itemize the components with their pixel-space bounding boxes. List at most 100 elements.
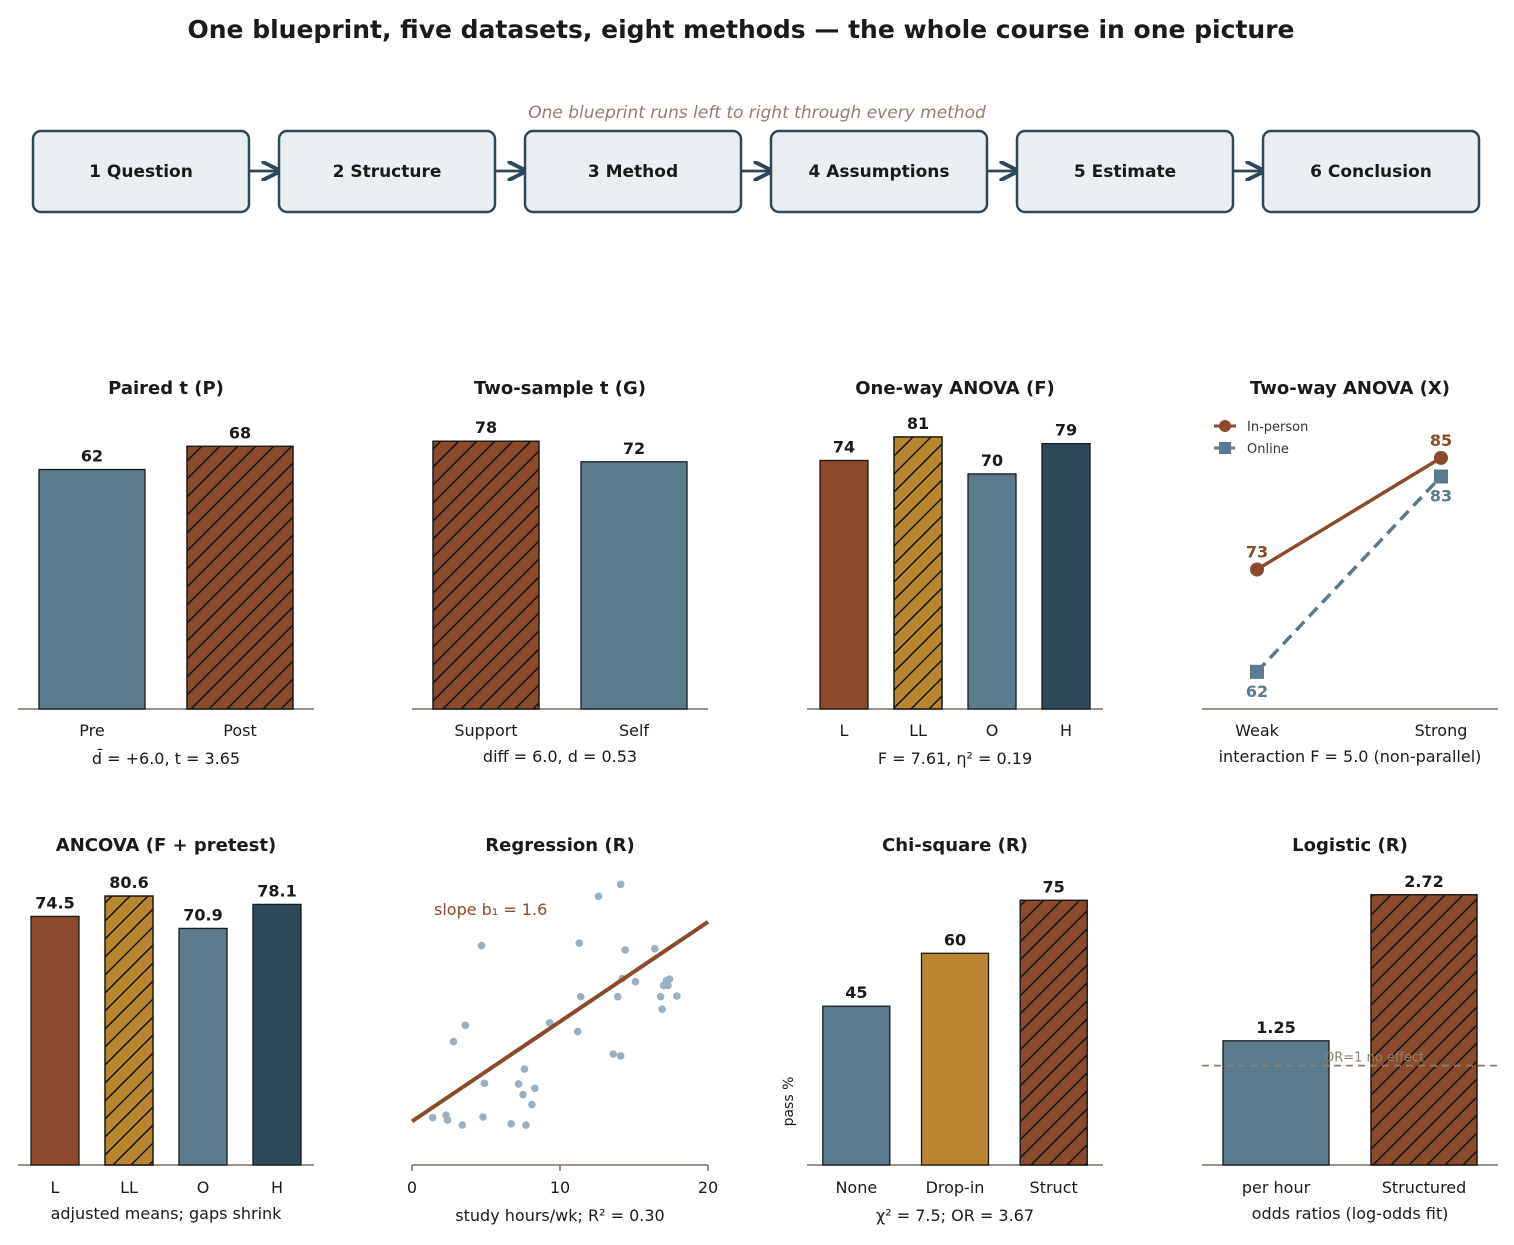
x-tick-label: 20 [698, 1178, 718, 1197]
blueprint-step-4: 4 Assumptions [769, 129, 989, 214]
bar-hatch-overlay [1019, 899, 1088, 1166]
bar-value-label: 60 [944, 930, 966, 949]
scatter-point [507, 1120, 515, 1128]
panel-caption: study hours/wk; R² = 0.30 [455, 1206, 664, 1225]
scatter-point [522, 1121, 530, 1129]
point-value-label: 85 [1430, 431, 1452, 450]
panel-paired: Paired t (P) 62 Pre 68 Post d̄ = +6.0, t = 3.… [18, 378, 314, 768]
bar-value-label: 62 [81, 447, 103, 466]
blueprint-caption: One blueprint runs left to right through… [528, 103, 986, 123]
bar-value-label: 78.1 [257, 881, 296, 900]
bar-per-hour [1222, 1040, 1330, 1166]
scatter-point [573, 1027, 582, 1036]
x-tick-label: LL [120, 1178, 138, 1197]
bar-l [819, 459, 869, 710]
scatter-point [656, 992, 665, 1001]
series-point-circle [1434, 450, 1448, 465]
panel-twoway: Two-way ANOVA (X) 73 85 In-person 62 83 Online… [1202, 378, 1498, 766]
scatter-point [673, 992, 681, 1000]
panel-twosample: Two-sample t (G) 78 Support 72 Self diff = 6.… [412, 378, 708, 766]
slope-annotation: slope b₁ = 1.6 [434, 900, 547, 919]
x-tick-label: Self [619, 721, 649, 740]
panel-ancova: ANCOVA (F + pretest) 74.5 L 80.6 LL 70.9 O 78.1… [18, 835, 314, 1223]
x-tick-label: per hour [1242, 1178, 1311, 1197]
blueprint-step-5: 5 Estimate [1015, 129, 1235, 214]
step-label: 5 Estimate [1074, 162, 1176, 182]
x-tick-label: L [51, 1178, 60, 1197]
scatter-point [545, 1019, 554, 1027]
step-box [1261, 129, 1481, 214]
blueprint-step-6: 6 Conclusion [1261, 129, 1481, 214]
panel-title: Two-sample t (G) [474, 378, 646, 399]
point-value-label: 73 [1246, 543, 1268, 562]
bar-value-label: 1.25 [1256, 1018, 1295, 1037]
scatter-point [428, 1113, 437, 1122]
bar-value-label: 70 [981, 451, 1003, 470]
x-tick-label: Structured [1382, 1178, 1467, 1197]
panel-title: ANCOVA (F + pretest) [56, 835, 276, 856]
bar-value-label: 79 [1055, 421, 1077, 440]
scatter-point [531, 1084, 539, 1093]
legend-swatch-marker [1219, 420, 1231, 432]
x-tick-label: Weak [1235, 721, 1280, 740]
bar-value-label: 74.5 [35, 893, 74, 912]
bar-value-label: 78 [475, 418, 497, 437]
blueprint-step-2: 2 Structure [277, 129, 497, 214]
scatter-point [461, 1021, 470, 1030]
scatter-point [520, 1065, 529, 1073]
point-value-label: 83 [1430, 487, 1452, 506]
bar-value-label: 2.72 [1404, 872, 1443, 891]
panel-caption: interaction F = 5.0 (non-parallel) [1219, 747, 1482, 766]
x-tick-label: Struct [1030, 1178, 1078, 1197]
x-tick-label: Support [454, 721, 517, 740]
bar-value-label: 68 [229, 423, 251, 442]
scatter-point [575, 939, 584, 947]
scatter-point [514, 1080, 523, 1088]
scatter-point [449, 1037, 458, 1046]
x-tick-label: None [835, 1178, 877, 1197]
bar-hatch-overlay [104, 895, 154, 1166]
regression-fit-line [410, 920, 710, 1124]
panel-caption: odds ratios (log-odds fit) [1252, 1204, 1449, 1223]
legend-label: In-person [1247, 420, 1308, 435]
panel-caption: d̄ = +6.0, t = 3.65 [92, 749, 240, 768]
bar-none [822, 1005, 891, 1166]
scatter-point [662, 976, 671, 985]
method-panels: Paired t (P) 62 Pre 68 Post d̄ = +6.0, t = 3.… [18, 378, 1498, 1225]
step-label: 4 Assumptions [809, 162, 950, 182]
scatter-point [519, 1090, 527, 1099]
bar-l [30, 915, 80, 1166]
x-tick-label: H [271, 1178, 283, 1197]
scatter-point [650, 944, 659, 953]
scatter-point [658, 1005, 666, 1013]
panel-title: Paired t (P) [108, 378, 224, 399]
x-tick-label: Strong [1415, 721, 1468, 740]
scatter-point [443, 1116, 452, 1124]
panel-title: Regression (R) [485, 835, 634, 856]
series-point-circle [1250, 562, 1264, 577]
y-axis-label: pass % [781, 1077, 797, 1127]
scatter-point [479, 1113, 487, 1121]
bar-o [967, 473, 1017, 710]
scatter-point [621, 946, 629, 954]
legend-label: Online [1247, 442, 1289, 457]
legend-swatch-marker [1219, 442, 1231, 454]
x-tick-label: 0 [407, 1178, 417, 1197]
figure-title: One blueprint, five datasets, eight meth… [188, 15, 1295, 44]
bar-value-label: 72 [623, 439, 645, 458]
bar-drop-in [920, 952, 990, 1166]
x-tick-label: O [986, 721, 999, 740]
x-tick-label: Pre [79, 721, 104, 740]
panel-logistic: Logistic (R) 1.25 per hour 2.72 Structured OR… [1202, 835, 1498, 1223]
panel-title: Chi-square (R) [882, 835, 1028, 856]
blueprint-step-3: 3 Method [523, 129, 743, 214]
blueprint-step-1: 1 Question [31, 129, 251, 214]
bar-value-label: 80.6 [109, 873, 148, 892]
scatter-point [631, 977, 640, 986]
scatter-point [594, 892, 603, 901]
scatter-point [458, 1121, 467, 1129]
bar-hatch-overlay [893, 436, 943, 710]
x-tick-label: Drop-in [926, 1178, 985, 1197]
bar-h [1041, 443, 1091, 710]
scatter-point [477, 941, 486, 950]
